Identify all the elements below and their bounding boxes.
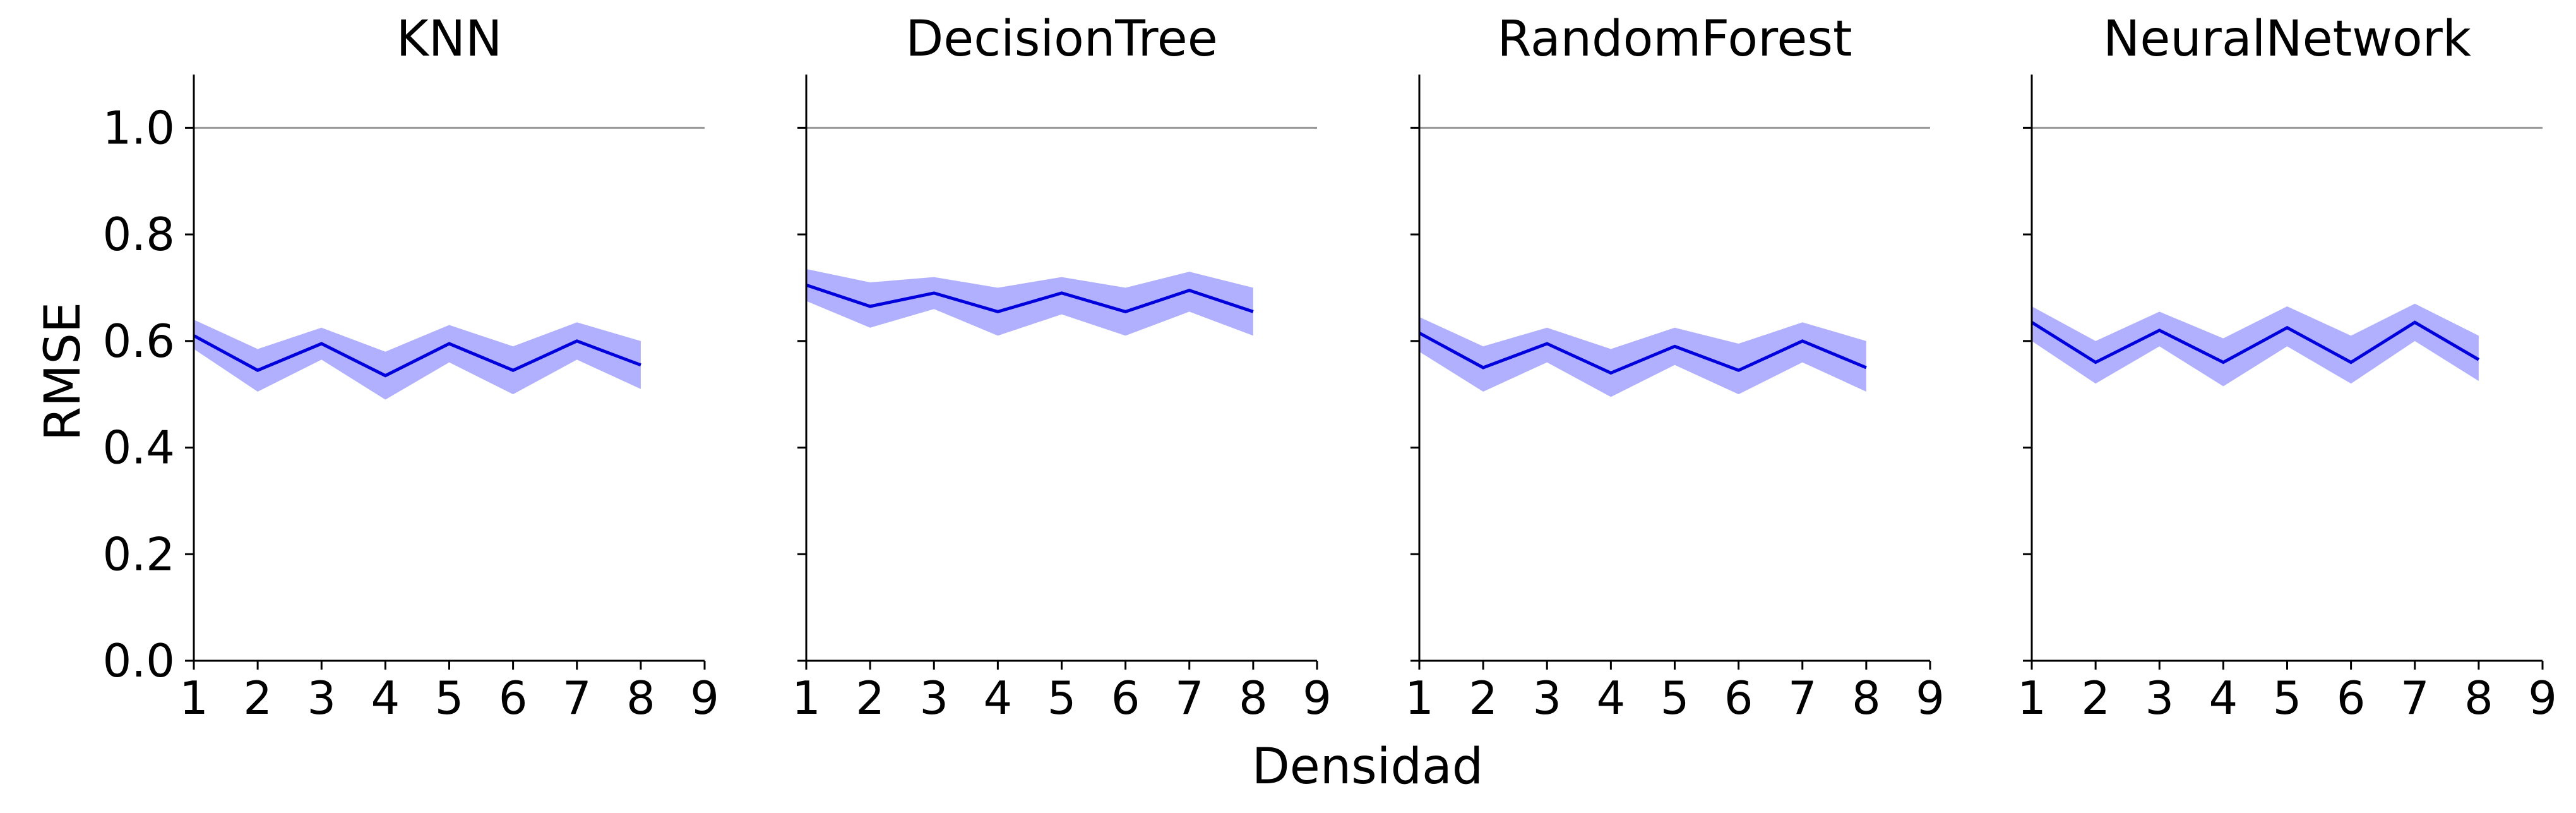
x-tick-label: 4 <box>2209 671 2238 725</box>
y-tick-label: 0.6 <box>102 315 175 368</box>
series-line <box>806 283 1254 314</box>
x-tick-label: 5 <box>1047 671 1076 725</box>
x-tick-label: 9 <box>2528 671 2557 725</box>
x-tick-label: 4 <box>983 671 1012 725</box>
panel-title: DecisionTree <box>905 11 1218 68</box>
x-tick-label: 7 <box>563 671 592 725</box>
x-tick-label: 6 <box>499 671 528 725</box>
x-tick-label: 5 <box>2273 671 2302 725</box>
x-tick-label: 2 <box>243 671 272 725</box>
x-tick-label: 8 <box>1239 671 1268 725</box>
x-tick-label: 9 <box>690 671 719 725</box>
y-tick-label: 0.0 <box>102 634 175 687</box>
x-tick-label: 8 <box>626 671 655 725</box>
y-tick-label: 0.8 <box>102 208 175 261</box>
x-tick-label: 4 <box>371 671 400 725</box>
x-tick-label: 5 <box>1661 671 1690 725</box>
x-tick-label: 1 <box>2017 671 2046 725</box>
series-line <box>1418 331 1867 375</box>
panel-1: DecisionTree 1 2 3 4 5 6 7 8 9 <box>792 11 1332 725</box>
x-tick-label: 2 <box>856 671 885 725</box>
x-tick-label: 8 <box>1852 671 1881 725</box>
x-tick-label: 3 <box>307 671 336 725</box>
x-tick-label: 7 <box>1788 671 1817 725</box>
x-tick-label: 5 <box>435 671 464 725</box>
x-tick-label: 1 <box>1405 671 1434 725</box>
y-tick-label: 1.0 <box>102 101 175 154</box>
x-tick-label: 3 <box>2145 671 2174 725</box>
x-tick-label: 3 <box>1532 671 1561 725</box>
panel-3: NeuralNetwork 1 2 3 4 5 6 7 8 9 <box>2017 11 2557 725</box>
x-tick-label: 6 <box>1724 671 1753 725</box>
y-axis-label: RMSE <box>35 302 92 441</box>
x-tick-label: 2 <box>1469 671 1498 725</box>
x-tick-label: 1 <box>792 671 821 725</box>
x-axis-label: Densidad <box>1252 738 1484 795</box>
x-tick-label: 9 <box>1916 671 1945 725</box>
series-line <box>2030 320 2480 364</box>
x-tick-label: 6 <box>1111 671 1140 725</box>
panel-0: KNN 1 2 3 4 5 6 7 8 9 0.0 0.2 0.4 0.6 0.8 1.0 <box>102 11 719 725</box>
x-tick-label: 4 <box>1596 671 1625 725</box>
panel-title: NeuralNetwork <box>2103 11 2471 68</box>
x-tick-label: 1 <box>179 671 208 725</box>
x-tick-label: 8 <box>2464 671 2493 725</box>
x-tick-label: 6 <box>2337 671 2366 725</box>
confidence-band <box>1419 316 1866 397</box>
x-tick-label: 7 <box>2400 671 2430 725</box>
panel-2: RandomForest 1 2 3 4 5 6 7 8 9 <box>1405 11 1945 725</box>
x-tick-label: 7 <box>1175 671 1204 725</box>
x-tick-label: 9 <box>1303 671 1332 725</box>
panel-title: KNN <box>397 11 503 68</box>
x-tick-label: 2 <box>2081 671 2110 725</box>
series-line <box>193 334 641 378</box>
y-tick-label: 0.4 <box>102 421 175 474</box>
x-tick-label: 3 <box>919 671 948 725</box>
y-tick-label: 0.2 <box>102 527 175 581</box>
panel-title: RandomForest <box>1497 11 1852 68</box>
